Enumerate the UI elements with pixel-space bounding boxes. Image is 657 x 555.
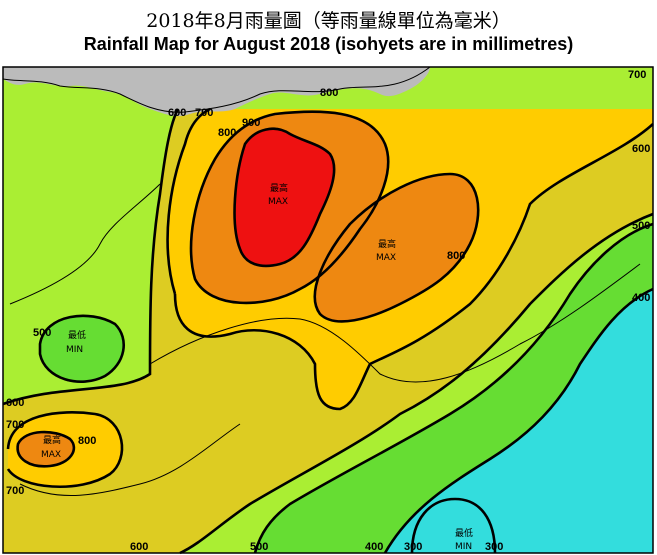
isohyet-300 — [410, 497, 497, 554]
isohyet-label-500-left: 500 — [33, 327, 51, 339]
isohyet-700-main — [166, 107, 211, 295]
isohyet-label-800-mid: 800 — [447, 250, 465, 262]
max-north-label-zh: 最高 — [270, 182, 288, 194]
isohyet-label-900-top: 900 — [242, 117, 260, 129]
min-west-label-en: MIN — [66, 345, 83, 355]
isohyet-800-north — [189, 110, 390, 305]
map-frame — [2, 66, 654, 554]
band-400-500-west — [40, 315, 124, 382]
isohyet-800-east — [313, 172, 480, 323]
min-south-label-en: MIN — [455, 542, 472, 552]
band-under-300 — [412, 499, 495, 553]
band-800-900-sw — [17, 432, 74, 467]
coastline — [2, 66, 431, 113]
isohyet-900 — [233, 127, 336, 268]
isohyet-500-east — [253, 222, 654, 554]
isohyet-label-300-bottom-a: 300 — [404, 541, 422, 553]
min-south-label-zh: 最低 — [455, 527, 473, 539]
outside-land-grey — [3, 67, 430, 117]
isohyet-700-sw — [6, 411, 124, 489]
isohyet-label-600-bottom: 600 — [130, 541, 148, 553]
isohyet-label-500-bottom: 500 — [250, 541, 268, 553]
max-north-label-en: MAX — [268, 197, 288, 207]
max-east-label-en: MAX — [376, 253, 396, 263]
map-title-chinese: 2018年8月雨量圖（等雨量線單位為毫米） — [146, 10, 511, 32]
isohyet-label-800-left: 800 — [78, 435, 96, 447]
isohyet-label-400-right: 400 — [632, 292, 650, 304]
max-east-label-zh: 最高 — [378, 238, 396, 250]
isohyet-label-600-right: 600 — [632, 143, 650, 155]
isohyet-800-sw — [16, 430, 76, 468]
isohyet-label-700-left-bottom: 700 — [6, 485, 24, 497]
isohyet-label-500-right: 500 — [632, 220, 650, 232]
isohyet-700-east — [173, 123, 654, 411]
min-west-label-zh: 最低 — [68, 329, 86, 341]
isohyet-600-main — [2, 108, 180, 406]
isohyet-label-800-top: 800 — [218, 127, 236, 139]
isohyet-lines — [2, 107, 654, 555]
isohyet-label-600-top: 600 — [168, 107, 186, 119]
band-under-400 — [385, 289, 653, 553]
isohyet-label-400-bottom: 400 — [365, 541, 383, 553]
boundary-line — [9, 183, 641, 497]
isohyet-label-300-bottom-b: 300 — [485, 541, 503, 553]
isohyet-400-east — [383, 287, 654, 554]
max-sw-label-en: MAX — [41, 450, 61, 460]
map-title-english: Rainfall Map for August 2018 (isohyets a… — [83, 34, 574, 54]
band-800-900-east — [314, 174, 479, 322]
isohyet-600-east — [179, 212, 654, 555]
isohyet-label-800-topmid: 800 — [320, 87, 338, 99]
max-sw-label-zh: 最高 — [43, 434, 61, 446]
isohyet-label-600-left: 600 — [6, 397, 24, 409]
isohyet-500-west — [38, 314, 125, 384]
isohyet-label-700-top: 700 — [195, 107, 213, 119]
isohyet-label-700-right: 700 — [628, 69, 646, 81]
isohyet-label-700-left: 700 — [6, 419, 24, 431]
band-over-900 — [234, 128, 335, 266]
rainfall-map: 600 700 800 900 800 700 600 500 400 800 … — [2, 66, 654, 555]
